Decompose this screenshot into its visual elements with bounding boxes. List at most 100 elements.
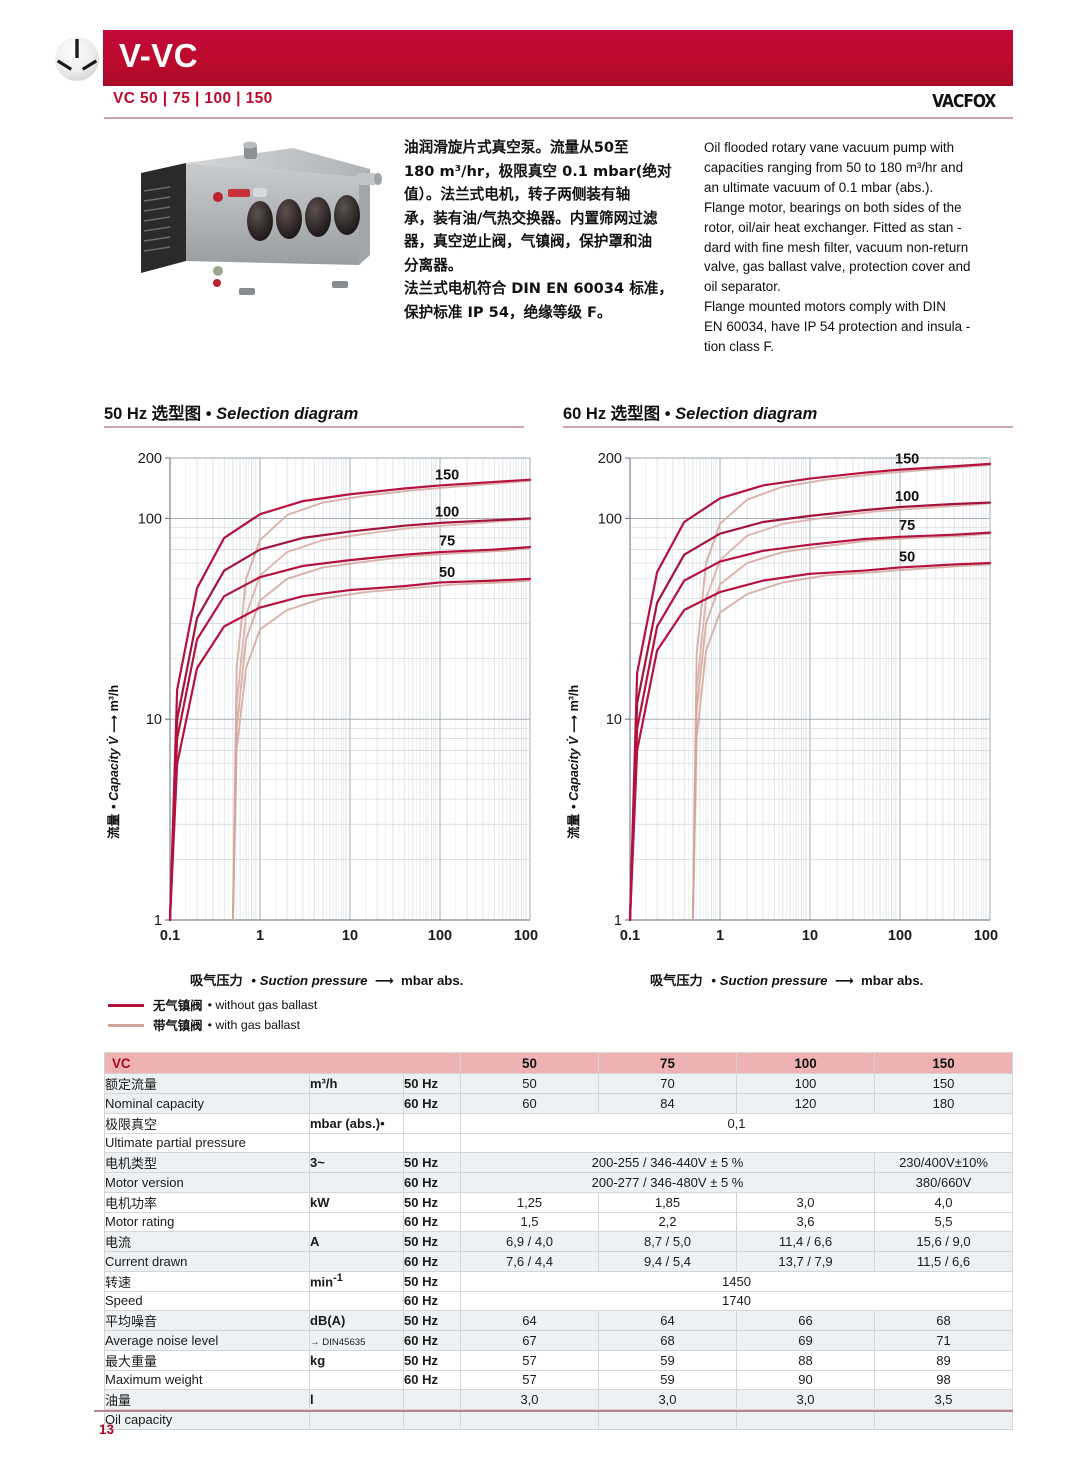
desc-en-line: EN 60034, have IP 54 protection and insu… [704,319,971,335]
row-frequency [403,1112,461,1134]
desc-en-line: valve, gas ballast valve, protection cov… [704,259,971,275]
inlet-port [243,141,257,159]
title-bar: V-VC [103,30,1013,86]
svg-text:1: 1 [154,913,162,929]
heading-en: Selection diagram [675,405,818,423]
row-value: 70 [598,1073,737,1094]
diagram-rule-right [563,426,1013,428]
row-value: 7,6 / 4,4 [460,1251,599,1272]
y-axis-unit: m³/h [567,684,581,712]
description-chinese: 油润滑旋片式真空泵。流量从50至 180 m³/hr，极限真空 0.1 mbar… [404,136,692,324]
row-frequency: 60 Hz [403,1211,461,1232]
svg-text:75: 75 [439,534,455,550]
row-label-cn: 极限真空 [104,1112,310,1134]
heading-sep: • [205,405,212,423]
row-unit: 3~ [309,1152,404,1173]
product-photo [141,141,382,295]
svg-text:0,1: 0,1 [620,928,640,940]
row-label-en: Current drawn [104,1251,310,1272]
row-unit: kg [309,1349,404,1371]
row-unit [309,1132,404,1153]
row-value [460,1409,599,1430]
subtitle-row: VC 50 | 75 | 100 | 150 VACFOX [104,90,1014,120]
svg-text:10: 10 [146,712,162,728]
row-label-cn: 最大重量 [104,1349,310,1371]
legend-swatch-icon [108,1023,144,1027]
row-value-span: 1740 [460,1290,1013,1311]
y-axis-cn: 流量 [106,813,121,839]
legend-label-en: without gas ballast [215,998,318,1012]
table-row: Nominal capacity 60 Hz 60 84 120 180 [104,1093,1013,1114]
row-value: 11,4 / 6,6 [736,1231,875,1252]
row-frequency: 50 Hz [403,1073,461,1094]
row-frequency: 50 Hz [403,1349,461,1371]
row-unit: min-1 [309,1270,404,1292]
row-frequency: 50 Hz [403,1152,461,1173]
x-axis-unit: mbar abs. [861,973,924,988]
row-frequency: 60 Hz [403,1093,461,1114]
desc-en-line: Flange mounted motors comply with DIN [704,299,946,315]
legend-sep: • [207,998,216,1012]
svg-text:1: 1 [256,928,264,940]
table-row: 转速 min-1 50 Hz 1450 [104,1270,1013,1292]
oil-sight-glass [213,266,223,276]
row-frequency [403,1409,461,1430]
row-label-en: Maximum weight [104,1369,310,1390]
footer-divider [94,1410,1013,1412]
row-unit [309,1211,404,1232]
x-axis-en: Suction pressure [719,973,828,988]
row-value: 180 [874,1093,1013,1114]
table-header-row: VC 50 75 100 150 [104,1052,1013,1074]
row-value: 67 [460,1330,599,1351]
row-unit [309,1369,404,1390]
legend-item-without-ballast: 无气镇阀 • without gas ballast [108,995,317,1015]
row-value: 3,0 [460,1389,599,1410]
table-row: Current drawn 60 Hz 7,6 / 4,4 9,4 / 5,4 13,7… [104,1251,1013,1272]
desc-cn-line: 值）。法兰式电机，转子两侧装有轴 [404,186,631,203]
row-value: 64 [460,1310,599,1331]
outlet-port [355,173,382,185]
row-value: 3,5 [874,1389,1013,1410]
row-value: 230/400V±10% [874,1152,1013,1173]
row-unit [309,1409,404,1430]
row-label-en: Ultimate partial pressure [104,1132,310,1153]
row-value: 50 [460,1073,599,1094]
row-unit: → DIN45635 [309,1330,404,1351]
row-frequency: 60 Hz [403,1251,461,1272]
x-axis-arrow: ⟶ [831,973,858,988]
y-axis-label-50hz: 流量• Capacity V̇ ⟶ m³/h [106,684,121,839]
table-row: Speed 60 Hz 1740 [104,1290,1013,1311]
row-frequency: 50 Hz [403,1191,461,1213]
row-value: 3,6 [736,1211,875,1232]
row-value: 90 [736,1369,875,1390]
row-unit [309,1093,404,1114]
x-axis-cn: 吸气压力 [650,974,703,989]
row-frequency: 50 Hz [403,1310,461,1331]
y-axis-arrow: ⟶ [107,714,121,733]
row-frequency: 60 Hz [403,1172,461,1193]
svg-text:100: 100 [888,928,912,940]
row-unit [309,1251,404,1272]
row-value: 3,0 [736,1191,875,1213]
svg-text:100: 100 [895,489,919,505]
row-unit: m³/h [309,1073,404,1094]
desc-cn-line: 器，真空逆止阀，气镇阀，保护罩和油 [404,233,653,250]
y-axis-unit: m³/h [107,684,121,712]
diagram-rule-left [104,426,524,428]
description-english: Oil flooded rotary vane vacuum pump with… [704,138,994,357]
y-axis-en: Capacity V̇ [107,736,121,801]
row-label-en: Speed [104,1290,310,1311]
row-value [598,1409,737,1430]
row-frequency [403,1389,461,1410]
row-value: 11,5 / 6,6 [874,1251,1013,1272]
cooling-ports [247,195,360,241]
row-unit: mbar (abs.)• [309,1112,404,1134]
drain-plug [213,279,221,287]
row-value: 84 [598,1093,737,1114]
svg-text:10: 10 [802,928,818,940]
legend-label-cn: 无气镇阀 [153,998,203,1013]
row-value: 60 [460,1093,599,1114]
x-axis-en: Suction pressure [259,973,368,988]
model-list: VC 50 | 75 | 100 | 150 [113,90,273,107]
svg-text:150: 150 [435,467,459,483]
